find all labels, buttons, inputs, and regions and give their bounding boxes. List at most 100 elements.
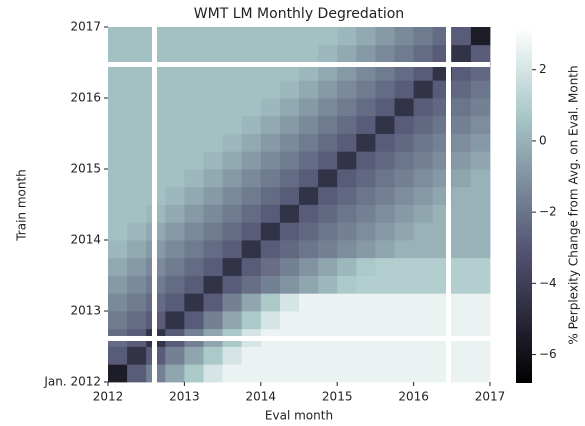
- heatmap-cell: [222, 311, 243, 330]
- heatmap-cell: [184, 346, 204, 365]
- heatmap-cell: [356, 240, 376, 259]
- heatmap-cell: [318, 80, 338, 99]
- colorbar-label: % Perplexity Change from Avg. on Eval. M…: [567, 65, 581, 344]
- heatmap-cell: [260, 240, 281, 259]
- heatmap-cell: [470, 222, 491, 241]
- heatmap-cell: [108, 186, 128, 205]
- heatmap-cell: [203, 364, 223, 383]
- heatmap-cell: [222, 44, 243, 63]
- heatmap-cell: [203, 98, 223, 117]
- heatmap-cell: [356, 62, 376, 81]
- heatmap-cell: [279, 222, 300, 241]
- heatmap-cell: [337, 346, 357, 365]
- heatmap-cell: [241, 346, 262, 365]
- heatmap-cell: [299, 275, 319, 294]
- heatmap-cell: [108, 80, 128, 99]
- heatmap-cell: [394, 151, 414, 170]
- heatmap-cell: [299, 151, 319, 170]
- heatmap-cell: [451, 346, 472, 365]
- heatmap-cell: [203, 44, 223, 63]
- heatmap-cell: [165, 346, 185, 365]
- heatmap-cell: [279, 204, 300, 223]
- heatmap-cell: [413, 204, 434, 223]
- heatmap-cell: [203, 240, 223, 259]
- heatmap-cell: [394, 293, 414, 312]
- heatmap-cell: [318, 186, 338, 205]
- y-tick-label: 2013: [70, 304, 101, 318]
- heatmap-cell: [413, 62, 434, 81]
- heatmap-cell: [470, 346, 491, 365]
- heatmap-cell: [241, 98, 262, 117]
- heatmap-cell: [356, 346, 376, 365]
- heatmap-cell: [299, 115, 319, 134]
- heatmap-cell: [451, 240, 472, 259]
- heatmap-cell: [299, 346, 319, 365]
- heatmap-cell: [356, 257, 376, 276]
- heatmap-cell: [241, 80, 262, 99]
- heatmap-cell: [318, 98, 338, 117]
- heatmap-cell: [337, 115, 357, 134]
- heatmap-cell: [451, 364, 472, 383]
- heatmap-cell: [165, 240, 185, 259]
- heatmap-cell: [470, 186, 491, 205]
- heatmap-cell: [108, 364, 128, 383]
- colorbar-tick-label: −6: [539, 347, 557, 361]
- heatmap-cell: [413, 115, 434, 134]
- heatmap-cell: [356, 27, 376, 46]
- heatmap-cell: [356, 275, 376, 294]
- heatmap-cell: [203, 80, 223, 99]
- heatmap-cell: [108, 169, 128, 188]
- heatmap-cell: [318, 364, 338, 383]
- heatmap-cell: [451, 151, 472, 170]
- heatmap: [108, 27, 491, 383]
- heatmap-cell: [470, 257, 491, 276]
- heatmap-cell: [260, 62, 281, 81]
- heatmap-cell: [394, 44, 414, 63]
- heatmap-cell: [318, 27, 338, 46]
- colorbar-tick-label: 2: [539, 62, 547, 76]
- heatmap-cell: [165, 222, 185, 241]
- heatmap-cell: [184, 62, 204, 81]
- heatmap-cell: [413, 275, 434, 294]
- heatmap-cell: [241, 169, 262, 188]
- heatmap-cell: [203, 204, 223, 223]
- heatmap-cell: [260, 169, 281, 188]
- heatmap-cell: [184, 293, 204, 312]
- heatmap-cell: [356, 186, 376, 205]
- heatmap-cell: [375, 222, 395, 241]
- separator: [152, 27, 157, 383]
- heatmap-cell: [413, 169, 434, 188]
- heatmap-cell: [394, 222, 414, 241]
- heatmap-cell: [451, 27, 472, 46]
- heatmap-cell: [108, 293, 128, 312]
- heatmap-cell: [279, 364, 300, 383]
- colorbar-tick-label: −2: [539, 205, 557, 219]
- heatmap-cell: [184, 240, 204, 259]
- heatmap-cell: [165, 311, 185, 330]
- heatmap-cell: [299, 186, 319, 205]
- heatmap-cell: [165, 80, 185, 99]
- heatmap-cell: [184, 169, 204, 188]
- heatmap-cell: [451, 169, 472, 188]
- heatmap-cell: [394, 257, 414, 276]
- heatmap-cell: [260, 204, 281, 223]
- heatmap-cell: [299, 62, 319, 81]
- heatmap-cell: [184, 257, 204, 276]
- heatmap-cell: [165, 204, 185, 223]
- heatmap-cell: [108, 151, 128, 170]
- heatmap-cell: [108, 98, 128, 117]
- heatmap-cell: [337, 27, 357, 46]
- heatmap-cell: [394, 240, 414, 259]
- heatmap-cell: [279, 80, 300, 99]
- heatmap-cell: [356, 115, 376, 134]
- heatmap-cell: [299, 133, 319, 152]
- heatmap-cell: [356, 44, 376, 63]
- heatmap-cell: [279, 240, 300, 259]
- heatmap-cell: [279, 346, 300, 365]
- heatmap-cell: [260, 364, 281, 383]
- heatmap-cell: [413, 133, 434, 152]
- heatmap-cell: [165, 275, 185, 294]
- heatmap-cell: [127, 222, 147, 241]
- heatmap-cell: [318, 169, 338, 188]
- heatmap-cell: [394, 364, 414, 383]
